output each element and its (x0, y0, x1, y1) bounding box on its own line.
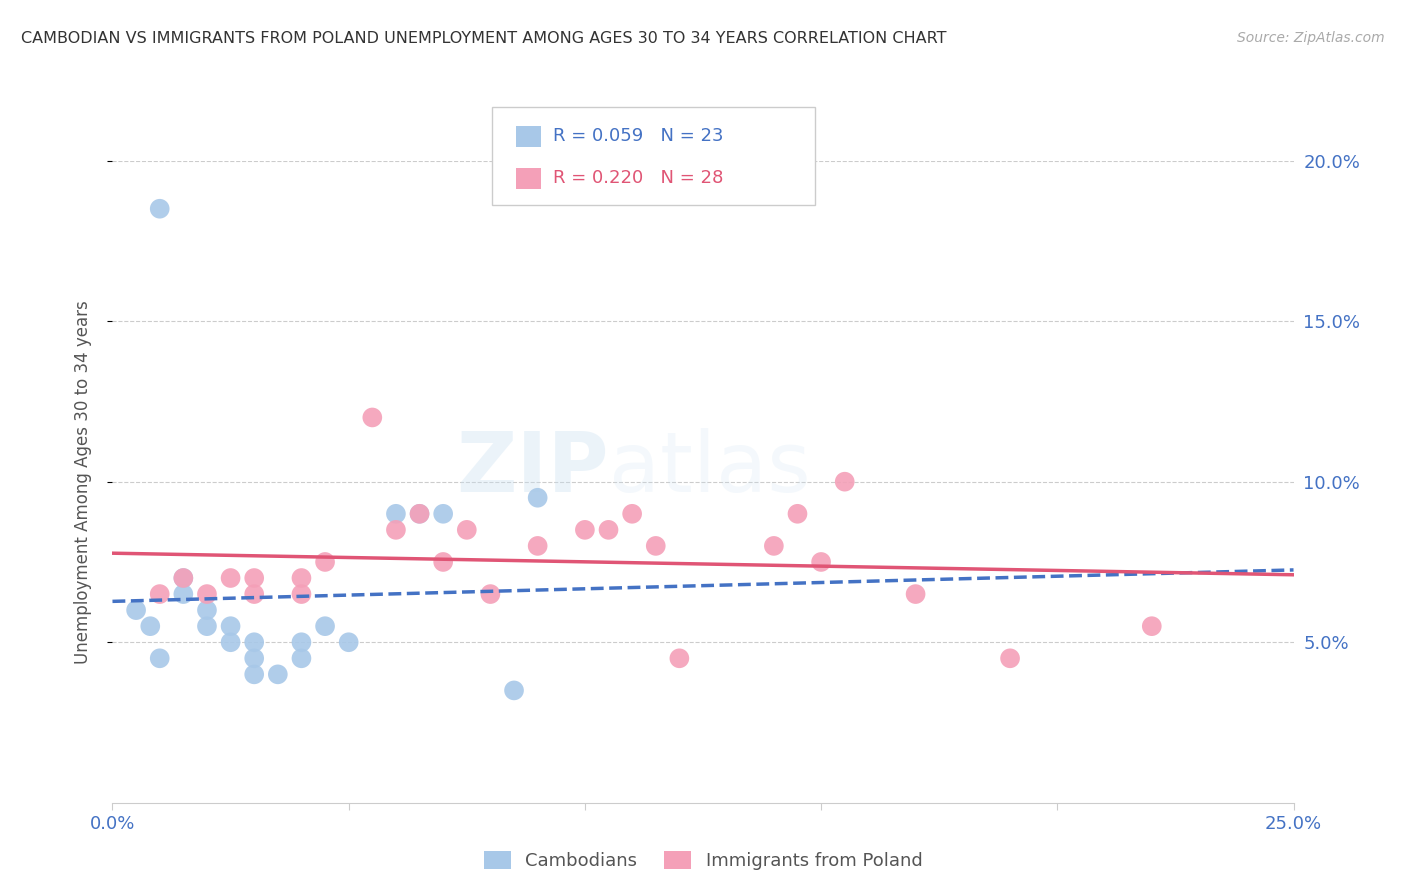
Point (314, 555, 336, 569)
Point (219, 571, 242, 585)
Point (432, 555, 454, 569)
Point (337, 635, 360, 649)
Point (149, 651, 172, 665)
Point (172, 571, 194, 585)
Point (479, 587, 502, 601)
Point (503, 683, 526, 698)
Point (1140, 619, 1163, 633)
Point (290, 635, 312, 649)
Point (621, 507, 644, 521)
Point (243, 667, 266, 681)
Point (172, 587, 194, 601)
Point (195, 603, 218, 617)
Point (810, 555, 832, 569)
Point (219, 619, 242, 633)
Text: CAMBODIAN VS IMMIGRANTS FROM POLAND UNEMPLOYMENT AMONG AGES 30 TO 34 YEARS CORRE: CAMBODIAN VS IMMIGRANTS FROM POLAND UNEM… (21, 31, 946, 46)
Point (290, 571, 312, 585)
Text: ZIP: ZIP (456, 428, 609, 509)
Point (904, 587, 927, 601)
Text: R = 0.220   N = 28: R = 0.220 N = 28 (553, 169, 723, 187)
Point (267, 667, 290, 681)
Point (668, 651, 690, 665)
Point (998, 651, 1021, 665)
Point (385, 523, 408, 537)
Text: atlas: atlas (609, 428, 810, 509)
Point (834, 475, 856, 489)
Text: Source: ZipAtlas.com: Source: ZipAtlas.com (1237, 31, 1385, 45)
Point (139, 619, 162, 633)
Point (243, 635, 266, 649)
Point (361, 410, 384, 425)
Point (172, 571, 194, 585)
Point (574, 523, 596, 537)
Point (290, 587, 312, 601)
Point (314, 619, 336, 633)
Point (762, 539, 785, 553)
Point (526, 491, 548, 505)
Point (385, 507, 408, 521)
Text: R = 0.059   N = 23: R = 0.059 N = 23 (553, 128, 723, 145)
Point (149, 587, 172, 601)
Point (125, 603, 148, 617)
Point (290, 651, 312, 665)
Point (644, 539, 666, 553)
Legend: Cambodians, Immigrants from Poland: Cambodians, Immigrants from Poland (477, 844, 929, 877)
Y-axis label: Unemployment Among Ages 30 to 34 years: Unemployment Among Ages 30 to 34 years (73, 300, 91, 664)
Point (243, 587, 266, 601)
Point (598, 523, 620, 537)
Point (243, 571, 266, 585)
Point (456, 523, 478, 537)
Point (408, 507, 430, 521)
Point (219, 635, 242, 649)
Point (408, 507, 430, 521)
Point (243, 651, 266, 665)
Point (786, 507, 808, 521)
Point (526, 539, 548, 553)
Point (195, 619, 218, 633)
Point (432, 507, 454, 521)
Point (149, 202, 172, 216)
Point (195, 587, 218, 601)
